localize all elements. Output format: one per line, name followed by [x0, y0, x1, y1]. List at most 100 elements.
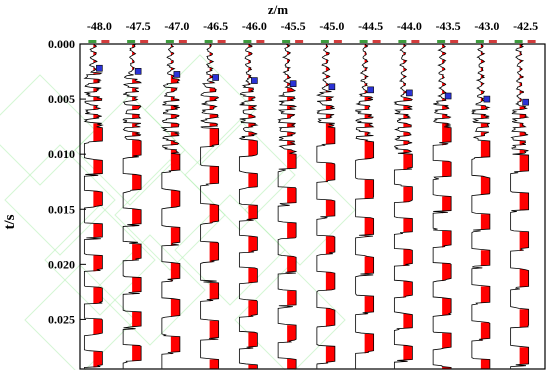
column-tag-red [450, 40, 459, 43]
column-tag-green [88, 40, 97, 43]
trace-column [160, 40, 187, 369]
trace-column [200, 40, 226, 369]
y-axis-title: t/s [2, 214, 18, 229]
watermark-diamond-0 [4, 144, 116, 256]
y-tick-label: 0.005 [48, 92, 75, 106]
trace-column [355, 40, 381, 369]
column-tag-red [256, 40, 265, 43]
trace-column [393, 40, 420, 369]
column-label: -48.0 [87, 19, 112, 33]
trace-line [200, 43, 220, 369]
trace-positive-fill [209, 44, 219, 369]
column-tag-green [282, 40, 291, 43]
column-tag-red [372, 40, 381, 43]
trace-positive-fill [480, 44, 490, 369]
watermark-diamond-2 [144, 54, 256, 166]
trace-line [160, 43, 181, 369]
first-arrival-marker [444, 92, 452, 100]
trace-line [277, 43, 298, 369]
column-tag-green [243, 40, 252, 43]
first-arrival-marker [173, 71, 181, 78]
trace-positive-fill [248, 44, 258, 369]
trace-positive-fill [519, 44, 529, 367]
plot-frame [79, 43, 546, 370]
watermark-diamond-10 [0, 74, 96, 186]
first-arrival-marker [134, 68, 142, 75]
trace-positive-fill [325, 44, 335, 364]
column-tag-red [527, 40, 536, 43]
trace-column [432, 40, 459, 369]
column-tag-red [140, 40, 149, 43]
first-arrival-marker [367, 86, 374, 94]
column-tag-green [475, 40, 484, 43]
column-tag-red [333, 40, 342, 43]
trace-columns [83, 40, 536, 369]
trace-column [277, 40, 304, 369]
column-label: -45.5 [281, 19, 306, 33]
column-tag-red [217, 40, 226, 43]
trace-column [316, 40, 342, 369]
column-label: -44.0 [397, 19, 422, 33]
watermark-diamond-7 [94, 234, 206, 346]
trace-column [238, 40, 265, 369]
first-arrival-marker [289, 80, 297, 87]
column-tag-green [320, 40, 329, 43]
y-tick-label: 0.000 [48, 37, 75, 51]
watermark-diamond-6 [24, 264, 136, 370]
column-tag-red [178, 40, 187, 43]
trace-line [122, 43, 142, 369]
column-label: -47.5 [126, 19, 151, 33]
first-arrival-marker [328, 83, 336, 91]
first-arrival-marker [483, 95, 491, 103]
y-tick-label: 0.015 [48, 202, 75, 216]
trace-column [83, 40, 110, 369]
column-tag-green [359, 40, 368, 43]
column-tag-green [437, 40, 446, 43]
column-tag-red [411, 40, 420, 43]
y-tick-label: 0.010 [48, 147, 75, 161]
trace-line [238, 43, 259, 369]
trace-line [471, 43, 491, 369]
trace-positive-fill [287, 44, 297, 369]
column-label: -46.5 [203, 19, 228, 33]
column-label: -46.0 [242, 19, 267, 33]
trace-line [355, 43, 375, 369]
column-tag-red [295, 40, 304, 43]
watermark-diamond-5 [184, 119, 296, 231]
x-axis-title: z/m [268, 2, 288, 17]
column-label: -45.0 [319, 19, 344, 33]
column-tag-green [514, 40, 523, 43]
trace-positive-fill [170, 44, 180, 355]
column-label: -47.0 [164, 19, 189, 33]
column-label: -44.5 [358, 19, 383, 33]
watermark-diamond-1 [74, 94, 186, 206]
watermark-diamond-3 [44, 204, 156, 316]
trace-column [471, 40, 497, 369]
first-arrival-marker [406, 89, 413, 97]
trace-positive-fill [132, 44, 142, 362]
column-tag-green [204, 40, 213, 43]
trace-line [83, 43, 104, 369]
y-tick-label: 0.020 [48, 257, 75, 271]
column-tag-red [488, 40, 497, 43]
first-arrival-marker [96, 64, 103, 72]
column-label: -43.5 [436, 19, 461, 33]
trace-column [122, 40, 149, 369]
first-arrival-marker [212, 74, 219, 81]
column-label: -42.5 [513, 19, 538, 33]
column-label: -43.0 [474, 19, 499, 33]
column-tag-green [127, 40, 136, 43]
trace-line [316, 43, 336, 369]
first-arrival-marker [251, 77, 258, 84]
column-tag-green [165, 40, 174, 43]
trace-line [510, 43, 530, 369]
trace-column [510, 40, 536, 369]
y-tick-label: 0.025 [48, 312, 75, 326]
column-labels: -48.0 -47.5 -47.0 -46.5 -46.0 -45.5 -45.0 -44.5… [87, 19, 538, 33]
y-ticks: 0.000 0.005 0.010 0.015 0.020 0.025 [48, 37, 86, 326]
first-arrival-marker [522, 98, 529, 106]
trace-positive-fill [442, 44, 452, 369]
trace-line [432, 43, 452, 369]
column-tag-green [398, 40, 407, 43]
